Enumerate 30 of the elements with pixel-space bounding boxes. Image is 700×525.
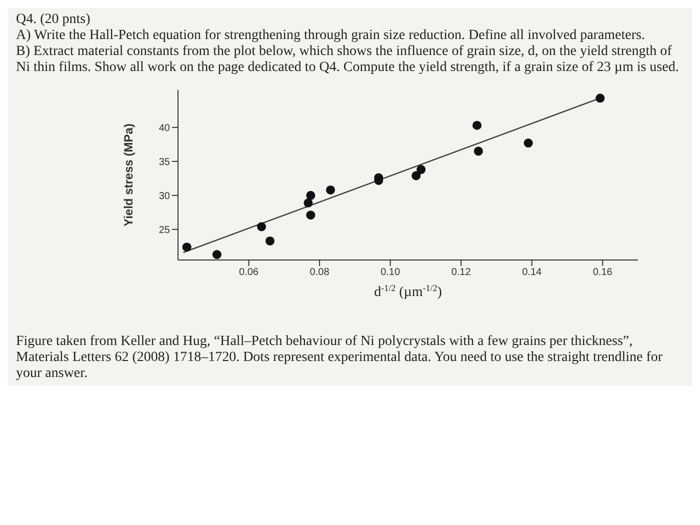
- point: [306, 210, 316, 220]
- point: [416, 165, 426, 174]
- x-axis-title: d$^{-1/2}$ (µm$^{-1/2}$): [374, 283, 442, 300]
- point: [412, 171, 421, 180]
- text: A) Write the Hall-Petch equation for strengthening through grain size reduction. Define all involved parameters.: [16, 28, 646, 44]
- text: Figure taken from Keller and Hug, “Hall–Petch behaviour of Ni polycrystals with a few grains per thickness”, Materials Letters 62 (2008) 1718–1720. Dots represent experimental data. You need to use the straight trendline for your answer.: [16, 334, 664, 382]
- point: [474, 146, 483, 156]
- point: [304, 198, 313, 208]
- point: [326, 185, 336, 194]
- point: [596, 94, 605, 103]
- point: [524, 138, 533, 148]
- x-tick-label: 0.16: [592, 267, 613, 278]
- point: [472, 120, 482, 130]
- x-tick-label: 0.10: [380, 267, 400, 278]
- text: B) Extract material constants from the plot below, which shows the influence of grain size, d, on the yield strength of Ni thin films. Show all work on the page dedicated to Q4. Compute the yield strength, if a grain size of 23 µm is used.: [16, 44, 680, 76]
- point: [265, 236, 275, 246]
- point: [256, 222, 266, 232]
- x-tick-label: 0.12: [451, 267, 472, 278]
- y-axis-title: Yield stress (MPa): [121, 124, 136, 226]
- point: [306, 190, 316, 200]
- y-tick-label: 35: [158, 156, 170, 168]
- y-tick-label: 40: [158, 122, 170, 134]
- text: Q4. (20 pnts): [16, 12, 92, 28]
- y-tick-label: 25: [158, 224, 170, 236]
- x-tick-label: 0.06: [239, 267, 259, 278]
- x-tick-label: 0.14: [522, 267, 542, 278]
- y-tick-label: 30: [158, 190, 170, 202]
- x-tick-label: 0.08: [310, 267, 330, 278]
- point: [182, 242, 192, 252]
- point: [212, 250, 222, 260]
